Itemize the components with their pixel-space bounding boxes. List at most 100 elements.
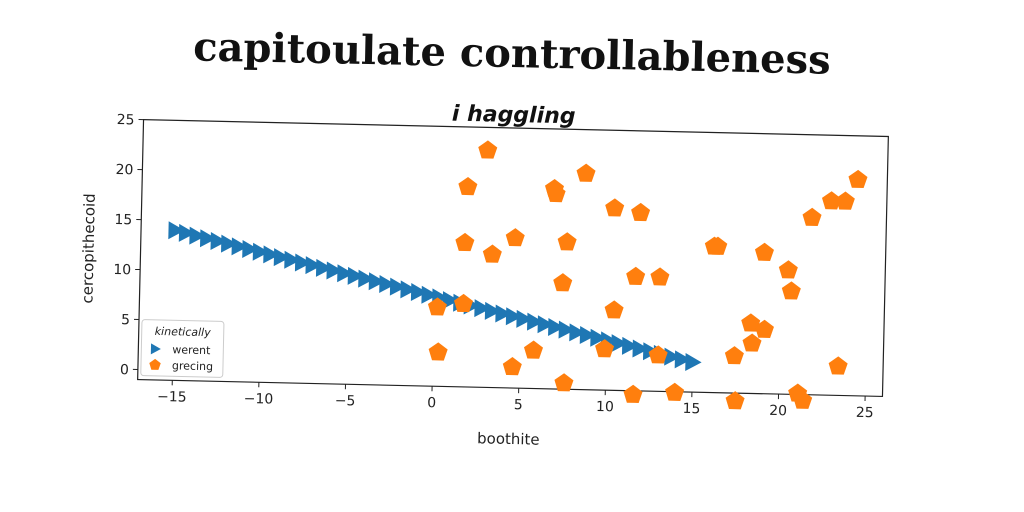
werent-point	[389, 277, 407, 296]
werent-point	[358, 269, 375, 288]
x-tick-label: −10	[244, 391, 274, 408]
werent-point	[474, 299, 491, 318]
y-tick-label: 0	[120, 362, 129, 378]
grecing-point	[626, 266, 646, 286]
x-tick-label: 10	[596, 399, 614, 415]
x-tick-label: 25	[856, 405, 874, 421]
y-tick-label: 10	[113, 262, 131, 278]
werent-point	[685, 352, 702, 371]
grecing-point	[754, 319, 774, 338]
werent-point	[621, 336, 639, 355]
werent-point	[347, 266, 365, 285]
legend-label-grecing: grecing	[172, 359, 213, 373]
legend-label-werent: werent	[172, 343, 211, 357]
werent-point	[537, 315, 554, 334]
y-axis: 0 5 10 15 20 25	[113, 112, 144, 378]
werent-point	[273, 248, 291, 267]
grecing-point	[781, 281, 801, 300]
grecing-point	[502, 357, 522, 376]
werent-point	[168, 221, 185, 240]
grecing-point	[821, 191, 842, 210]
werent-point	[527, 312, 544, 331]
werent-point	[558, 320, 575, 339]
grecing-point	[708, 236, 728, 255]
grecing-point	[453, 293, 474, 313]
y-axis-label: cercopithecoid	[78, 193, 98, 304]
legend-marker-grecing	[149, 358, 161, 370]
y-tick-label: 5	[121, 312, 130, 328]
grecing-point	[725, 391, 745, 410]
grecing-point	[802, 207, 822, 227]
legend-title: kinetically	[155, 325, 212, 339]
werent-point	[326, 261, 343, 280]
x-axis-label: boothite	[477, 429, 540, 448]
x-axis: −15 −10 −5 0 5 10 15 20 25	[157, 380, 874, 421]
grecing-point	[557, 232, 577, 251]
legend-box	[140, 319, 225, 378]
werent-point	[590, 328, 607, 347]
grecing-point	[623, 384, 643, 403]
werent-point	[674, 350, 692, 369]
werent-point	[484, 301, 502, 320]
werent-point	[548, 318, 565, 337]
werent-point	[210, 231, 227, 250]
werent-point	[189, 226, 206, 245]
werent-point	[199, 229, 217, 248]
grecing-point	[793, 390, 813, 409]
grecing-point	[665, 382, 685, 401]
grecing-point	[754, 242, 774, 261]
werent-point	[505, 307, 523, 326]
grecing-point	[553, 273, 573, 292]
werent-point	[579, 326, 597, 345]
werent-point	[569, 323, 586, 342]
grecing-point	[835, 191, 855, 210]
grecing-point	[631, 202, 651, 222]
werent-point	[294, 253, 312, 272]
x-tick-label: 5	[514, 397, 523, 413]
werent-point	[315, 258, 333, 277]
grecing-point	[650, 267, 670, 286]
werent-point	[252, 242, 270, 261]
y-tick-label: 25	[117, 112, 135, 128]
grecing-point	[523, 340, 544, 359]
grecing-point	[455, 232, 475, 252]
axes-frame	[137, 118, 889, 398]
grecing-point	[458, 176, 478, 196]
legend-marker-werent	[150, 343, 161, 355]
grecing-point	[505, 228, 525, 247]
werent-point	[284, 250, 301, 269]
grecing-point	[605, 198, 625, 217]
werent-point	[410, 283, 428, 302]
data-marks	[168, 140, 868, 410]
plot-title: i haggling	[452, 102, 576, 130]
plot-area: i haggling −15 −10 −5 0 5 10 15 20 25 0 5 10 15 20 25…	[78, 102, 889, 449]
werent-point	[516, 309, 533, 328]
grecing-point	[828, 356, 848, 375]
grecing-point	[595, 339, 615, 358]
werent-point	[337, 264, 354, 283]
x-tick-label: −15	[157, 389, 187, 406]
y-tick-label: 20	[115, 162, 133, 178]
x-tick-label: 20	[769, 403, 787, 419]
x-tick-label: 0	[427, 395, 436, 411]
grecing-point	[546, 183, 566, 203]
grecing-point	[576, 163, 596, 182]
werent-point	[664, 347, 681, 366]
grecing-point	[554, 373, 574, 392]
x-tick-label: 15	[682, 401, 700, 417]
grecing-point	[742, 333, 762, 352]
grecing-point	[778, 260, 798, 279]
y-tick-label: 15	[114, 212, 132, 228]
werent-point	[632, 339, 649, 358]
grecing-point	[604, 300, 624, 319]
werent-point	[421, 285, 438, 304]
werent-point	[221, 234, 238, 253]
werent-point	[231, 237, 248, 256]
werent-point	[495, 304, 512, 323]
werent-point	[379, 274, 396, 293]
werent-point	[242, 239, 259, 258]
werent-point	[611, 334, 628, 353]
werent-point	[400, 280, 417, 299]
werent-point	[305, 256, 322, 275]
